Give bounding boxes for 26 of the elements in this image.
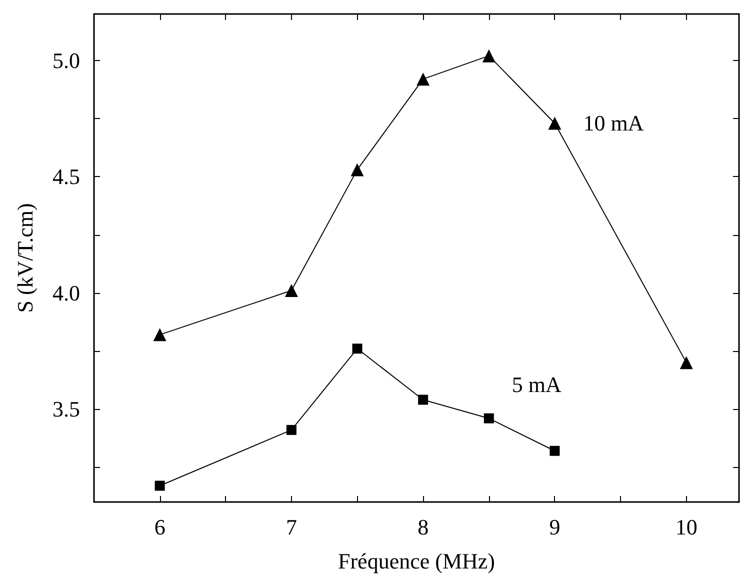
point <box>416 72 430 86</box>
point <box>482 49 496 62</box>
point <box>484 413 494 424</box>
point <box>154 480 165 491</box>
point <box>550 446 560 456</box>
point <box>286 424 296 435</box>
x-tick-label: 8 <box>418 514 429 540</box>
y-axis-title: S (kV/T.cm) <box>12 203 38 313</box>
series-label: 5 mA <box>512 372 562 397</box>
y-tick-label: 4.5 <box>52 164 80 190</box>
y-tick-label: 4.0 <box>52 280 80 306</box>
point <box>680 356 693 370</box>
point <box>153 328 166 342</box>
x-tick-label: 7 <box>286 514 297 540</box>
point <box>352 344 362 354</box>
point <box>284 284 298 298</box>
x-tick-label: 10 <box>675 514 698 540</box>
series-label: 10 mA <box>583 110 644 136</box>
y-tick-label: 5.0 <box>52 48 80 73</box>
point <box>418 394 428 405</box>
x-tick-label: 9 <box>549 514 560 540</box>
point <box>548 116 562 130</box>
point <box>350 163 364 176</box>
y-tick-label: 3.5 <box>52 396 80 422</box>
x-tick-label: 6 <box>154 514 166 540</box>
x-axis-title: Fréquence (MHz) <box>338 548 495 574</box>
